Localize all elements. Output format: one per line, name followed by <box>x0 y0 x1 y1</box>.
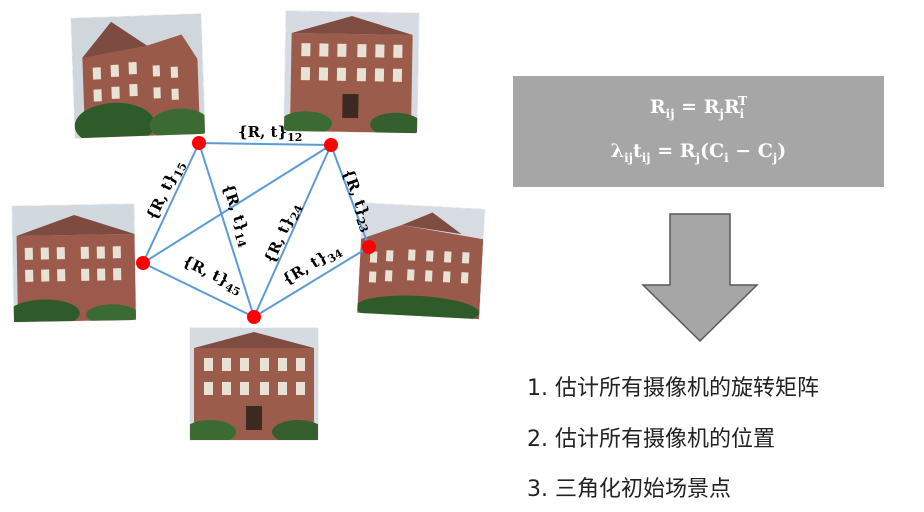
edge-1-5 <box>142 142 200 264</box>
edge-1-4 <box>198 142 255 318</box>
down-arrow-icon <box>641 213 759 343</box>
equation-translation: λijtij = Rj(Ci − Cj) <box>610 140 787 165</box>
equation-box: Rij = RjRiT λijtij = Rj(Ci − Cj) <box>513 76 884 187</box>
camera-node-4 <box>247 310 261 324</box>
camera-node-2 <box>324 138 338 152</box>
edge-2-5 <box>142 144 332 264</box>
building-photo-5 <box>190 328 318 440</box>
step-1: 1. 估计所有摄像机的旋转矩阵 <box>527 376 819 401</box>
step-3: 3. 三角化初始场景点 <box>527 477 731 502</box>
edge-label-12: {R, t}12 <box>238 123 303 144</box>
edge-4-5 <box>142 262 255 318</box>
building-photo-3 <box>11 203 137 323</box>
edge-2-4 <box>253 144 332 318</box>
equation-rotation: Rij = RjRiT <box>649 94 748 121</box>
step-2: 2. 估计所有摄像机的位置 <box>527 427 775 452</box>
building-photo-2 <box>283 10 420 134</box>
building-photo-4 <box>357 202 485 320</box>
building-photo-1 <box>70 13 206 139</box>
camera-node-5 <box>136 256 150 270</box>
camera-node-1 <box>192 136 206 150</box>
edge-1-2 <box>198 142 332 146</box>
edge-3-4 <box>253 246 370 318</box>
edge-2-3 <box>330 144 370 248</box>
camera-node-3 <box>362 240 376 254</box>
